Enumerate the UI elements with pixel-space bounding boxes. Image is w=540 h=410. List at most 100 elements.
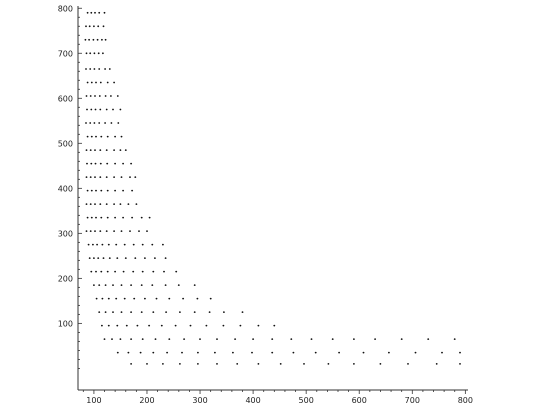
data-point (105, 176, 108, 179)
data-point (151, 284, 154, 286)
data-point (93, 122, 96, 124)
data-point (113, 203, 115, 206)
data-point (100, 135, 103, 138)
data-point (362, 351, 365, 354)
data-point (94, 11, 96, 14)
data-point (168, 297, 171, 300)
data-point (152, 311, 155, 313)
data-point (131, 216, 134, 219)
data-point (251, 351, 253, 354)
data-point (166, 351, 169, 354)
data-point (92, 38, 95, 41)
data-point (105, 108, 108, 111)
data-point (122, 189, 124, 192)
data-point (85, 176, 88, 179)
data-point (94, 149, 96, 152)
x-tick-label: 100 (86, 396, 101, 405)
data-point (160, 324, 163, 327)
data-point (154, 257, 156, 259)
data-point (435, 363, 438, 365)
data-point (130, 284, 133, 286)
data-point (85, 203, 88, 206)
data-point (130, 338, 133, 340)
data-point (100, 270, 103, 273)
y-tick-label: 700 (58, 49, 73, 58)
data-point (199, 338, 201, 340)
data-point (95, 270, 97, 273)
data-point (94, 203, 96, 206)
data-point (90, 81, 93, 84)
data-point (152, 351, 155, 354)
data-point (105, 149, 108, 152)
data-point (165, 311, 168, 313)
data-point (84, 38, 87, 41)
data-point (88, 257, 91, 259)
data-point (232, 351, 234, 354)
data-point (164, 284, 167, 286)
data-point (123, 243, 126, 246)
data-point (177, 284, 180, 286)
data-point (216, 363, 218, 365)
data-point (136, 324, 139, 327)
data-point (252, 338, 255, 340)
data-point (162, 243, 164, 246)
data-point (155, 297, 158, 300)
data-point (127, 351, 130, 354)
data-point (107, 297, 110, 300)
y-tick-label: 400 (58, 184, 73, 193)
data-point (120, 135, 123, 138)
data-point (113, 230, 115, 233)
data-point (96, 243, 98, 246)
data-point (94, 95, 96, 97)
data-point (85, 25, 87, 28)
data-point (314, 351, 317, 354)
data-point (139, 351, 142, 354)
data-point (132, 270, 135, 273)
data-point (197, 351, 199, 354)
data-point (103, 11, 106, 14)
data-point (120, 176, 123, 179)
data-point (106, 81, 109, 84)
data-point (104, 38, 107, 41)
data-point (110, 122, 113, 124)
data-point (175, 270, 178, 273)
data-point (182, 297, 185, 300)
data-point (89, 230, 92, 233)
data-point (106, 162, 109, 165)
data-point (113, 149, 115, 152)
data-point (292, 351, 295, 354)
data-point (86, 135, 89, 138)
data-point (90, 11, 93, 14)
y-tick-label: 500 (58, 139, 73, 148)
data-point (130, 363, 133, 365)
data-point (98, 284, 101, 286)
data-point (271, 338, 274, 340)
data-point (196, 297, 199, 300)
y-tick-label: 600 (58, 94, 73, 103)
data-point (99, 81, 102, 84)
data-point (120, 311, 123, 313)
data-point (106, 216, 109, 219)
data-point (271, 351, 274, 354)
data-point (114, 162, 116, 165)
data-point (85, 68, 87, 70)
data-point (105, 230, 108, 233)
data-point (138, 230, 140, 233)
data-point (189, 324, 192, 327)
data-point (97, 257, 100, 259)
data-point (427, 338, 430, 340)
data-point (148, 324, 151, 327)
data-point (163, 270, 165, 273)
data-point (144, 257, 146, 259)
data-point (104, 284, 107, 286)
data-point (90, 270, 93, 273)
data-point (134, 257, 137, 259)
data-point (113, 81, 115, 84)
data-point (104, 311, 107, 313)
data-point (94, 176, 96, 179)
data-point (124, 149, 127, 152)
points-layer (84, 11, 461, 365)
data-point (257, 324, 260, 327)
data-point (236, 363, 239, 365)
